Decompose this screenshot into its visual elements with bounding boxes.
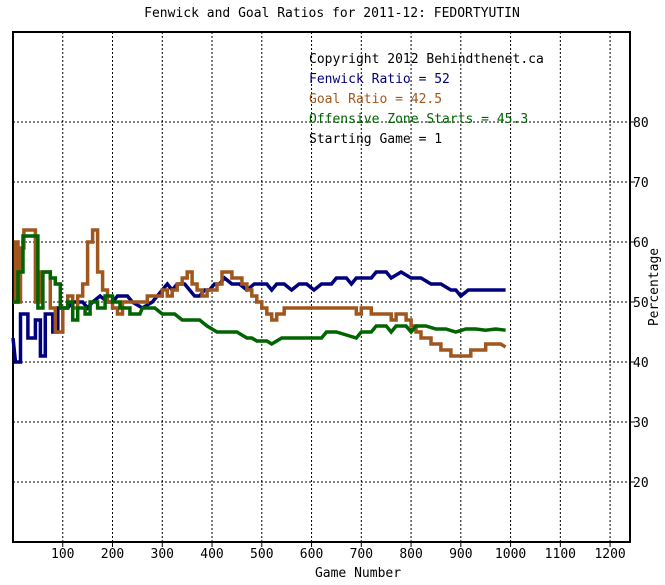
x-tick-label: 500 (250, 547, 273, 562)
y-tick-label: 60 (633, 236, 649, 251)
y-tick-label: 30 (633, 416, 649, 431)
annotation-line: Goal Ratio = 42.5 (309, 92, 442, 107)
plot-area (12, 31, 631, 543)
grid (13, 32, 630, 542)
y-axis-label: Percentage (647, 248, 662, 326)
series-group (11, 228, 507, 364)
series-line-2 (13, 234, 506, 347)
x-axis-label: Game Number (315, 566, 401, 580)
annotation-line: Fenwick Ratio = 52 (309, 72, 450, 87)
y-tick-label: 70 (633, 176, 649, 191)
chart-title: Fenwick and Goal Ratios for 2011-12: FED… (144, 6, 520, 21)
series-line-1 (13, 228, 507, 358)
x-tick-label: 100 (51, 547, 74, 562)
x-tick-label: 1000 (495, 547, 526, 562)
y-axis-ticks: 20 30 40 50 60 70 80 (630, 116, 649, 491)
annotation-group: Copyright 2012 Behindthenet.ca Fenwick Ra… (309, 52, 544, 147)
y-tick-label: 50 (633, 296, 649, 311)
x-tick-label: 1200 (594, 547, 625, 562)
x-tick-label: 600 (300, 547, 323, 562)
x-tick-label: 200 (101, 547, 124, 562)
x-tick-label: 800 (399, 547, 422, 562)
x-tick-label: 900 (449, 547, 472, 562)
y-tick-label: 80 (633, 116, 649, 131)
x-tick-label: 300 (151, 547, 174, 562)
x-axis-ticks: 100 200 300 400 500 600 700 800 900 1000 1100 1200 (51, 542, 626, 562)
x-tick-label: 1100 (545, 547, 576, 562)
annotation-line: Copyright 2012 Behindthenet.ca (309, 52, 544, 67)
annotation-line: Starting Game = 1 (309, 132, 442, 147)
y-tick-label: 20 (633, 476, 649, 491)
y-tick-label: 40 (633, 356, 649, 371)
x-tick-label: 700 (350, 547, 373, 562)
x-tick-label: 400 (200, 547, 223, 562)
annotation-line: Offensive Zone Starts = 45.3 (309, 112, 528, 127)
